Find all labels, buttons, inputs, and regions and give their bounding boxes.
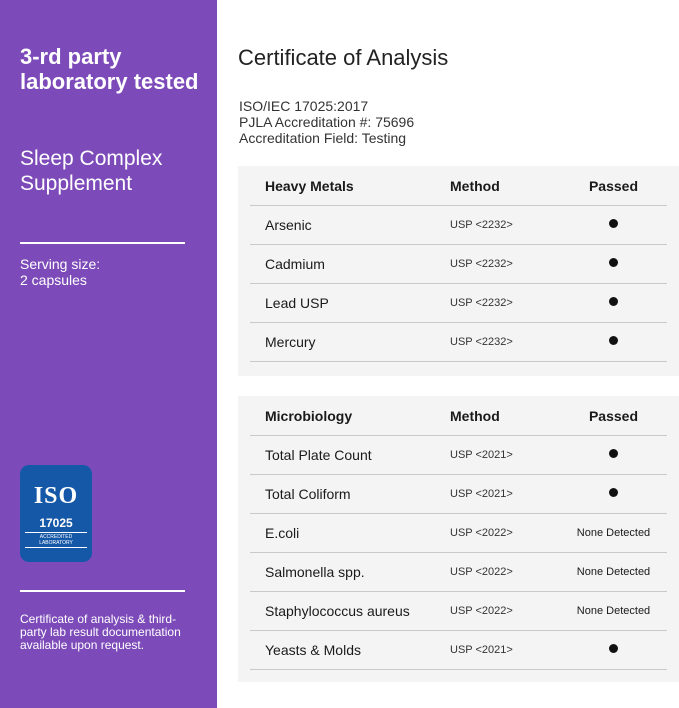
- passed-dot-icon: [609, 336, 618, 345]
- method: USP <2232>: [450, 336, 513, 348]
- test-name: Cadmium: [265, 256, 325, 272]
- microbiology-table: Microbiology Method Passed Total Plate Coun…: [238, 396, 679, 682]
- meta-line: ISO/IEC 17025:2017: [239, 98, 369, 114]
- table-row: Staphylococcus aureus USP <2022> None Dete…: [250, 592, 667, 631]
- column-header: Microbiology: [265, 407, 353, 424]
- method: USP <2232>: [450, 297, 513, 309]
- sidebar: 3-rd party laboratory tested Sleep Compl…: [0, 0, 217, 708]
- column-header: Method: [450, 407, 500, 424]
- passed-cell: [560, 644, 667, 656]
- passed-cell: [560, 488, 667, 500]
- table-row: Lead USP USP <2232>: [250, 284, 667, 323]
- test-name: Total Coliform: [265, 486, 351, 502]
- table-header: Microbiology Method Passed: [250, 396, 667, 436]
- passed-cell: [560, 336, 667, 348]
- table-row: Mercury USP <2232>: [250, 323, 667, 362]
- table-row: E.coli USP <2022> None Detected: [250, 514, 667, 553]
- test-name: E.coli: [265, 525, 300, 541]
- test-name: Yeasts & Molds: [265, 642, 361, 658]
- table-header: Heavy Metals Method Passed: [250, 166, 667, 206]
- test-name: Total Plate Count: [265, 447, 372, 463]
- sidebar-heading: 3-rd party laboratory tested: [20, 44, 199, 94]
- divider: [20, 242, 185, 244]
- product-name: Sleep Complex Supplement: [20, 147, 163, 195]
- table-row: Cadmium USP <2232>: [250, 245, 667, 284]
- passed-dot-icon: [609, 488, 618, 497]
- passed-dot-icon: [609, 219, 618, 228]
- method: USP <2021>: [450, 488, 513, 500]
- test-name: Arsenic: [265, 217, 312, 233]
- badge-label: ACCREDITED LABORATORY: [25, 532, 87, 548]
- column-header: Heavy Metals: [265, 177, 354, 194]
- passed-cell: None Detected: [576, 566, 651, 578]
- table-row: Arsenic USP <2232>: [250, 206, 667, 245]
- passed-dot-icon: [609, 644, 618, 653]
- test-name: Staphylococcus aureus: [265, 603, 410, 619]
- sidebar-footer: Certificate of analysis & third-party la…: [20, 612, 181, 652]
- method: USP <2021>: [450, 449, 513, 461]
- passed-cell: [560, 219, 667, 231]
- method: USP <2022>: [450, 605, 513, 617]
- method: USP <2022>: [450, 527, 513, 539]
- passed-dot-icon: [609, 449, 618, 458]
- iso-17025-badge: ISO 17025 ACCREDITED LABORATORY: [20, 465, 92, 562]
- passed-cell: [560, 258, 667, 270]
- test-name: Lead USP: [265, 295, 329, 311]
- method: USP <2022>: [450, 566, 513, 578]
- meta-line: Accreditation Field: Testing: [239, 130, 407, 146]
- method: USP <2232>: [450, 219, 513, 231]
- test-name: Salmonella spp.: [265, 564, 365, 580]
- page-title: Certificate of Analysis: [238, 45, 449, 70]
- passed-cell: [560, 449, 667, 461]
- method: USP <2021>: [450, 644, 513, 656]
- column-header: Passed: [588, 177, 639, 194]
- passed-dot-icon: [609, 297, 618, 306]
- column-header: Method: [450, 177, 500, 194]
- divider: [20, 590, 185, 592]
- test-name: Mercury: [265, 334, 316, 350]
- heavy-metals-table: Heavy Metals Method Passed Arsenic USP <2232…: [238, 166, 679, 376]
- table-row: Total Coliform USP <2021>: [250, 475, 667, 514]
- passed-cell: None Detected: [576, 605, 651, 617]
- passed-cell: None Detected: [576, 527, 651, 539]
- accreditation-info: ISO/IEC 17025:2017 PJLA Accreditation #:…: [239, 98, 414, 146]
- meta-line: PJLA Accreditation #: 75696: [239, 114, 415, 130]
- passed-cell: [560, 297, 667, 309]
- table-row: Salmonella spp. USP <2022> None Detected: [250, 553, 667, 592]
- method: USP <2232>: [450, 258, 513, 270]
- iso-logo-icon: ISO: [33, 483, 79, 509]
- column-header: Passed: [588, 407, 639, 424]
- table-row: Total Plate Count USP <2021>: [250, 436, 667, 475]
- passed-dot-icon: [609, 258, 618, 267]
- badge-number: 17025: [39, 516, 73, 530]
- table-row: Yeasts & Molds USP <2021>: [250, 631, 667, 670]
- serving-size: Serving size: 2 capsules: [20, 256, 101, 288]
